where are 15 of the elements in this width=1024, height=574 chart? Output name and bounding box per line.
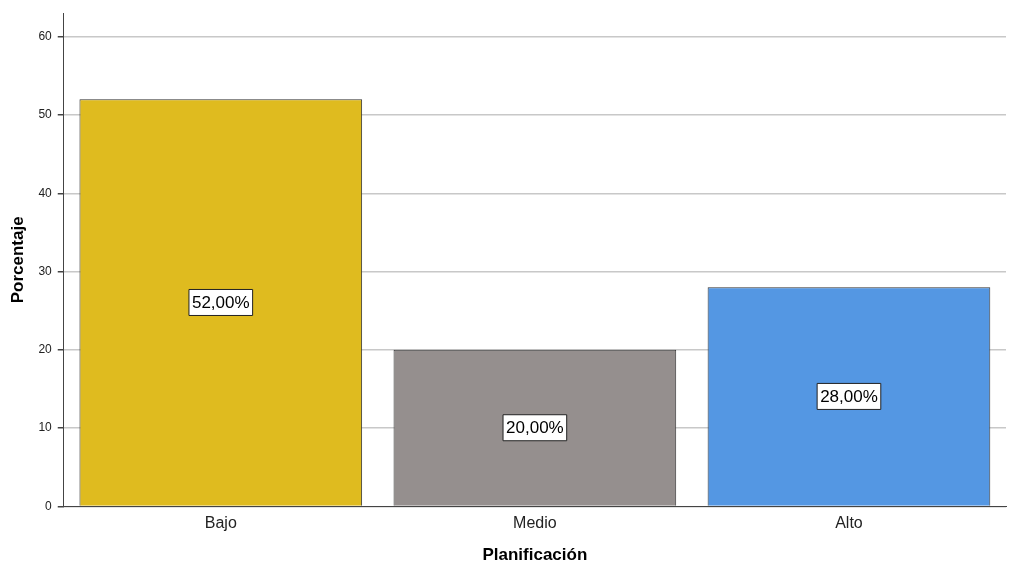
y-tick-label: 50: [38, 107, 53, 122]
y-tick-label: 30: [38, 263, 53, 278]
y-axis-title: Porcentaje: [7, 216, 27, 304]
x-tick-label: Bajo: [204, 514, 237, 532]
data-label: 52,00%: [191, 293, 250, 313]
y-tick-label: 10: [38, 420, 53, 435]
data-label: 20,00%: [506, 418, 564, 438]
x-axis-title: Planificación: [482, 545, 588, 565]
y-tick-label: 20: [38, 342, 53, 357]
y-tick-label: 40: [38, 185, 53, 200]
y-tick-label: 0: [45, 498, 53, 513]
x-tick-label: Alto: [835, 514, 863, 532]
data-label: 28,00%: [820, 387, 878, 407]
x-tick-label: Medio: [513, 514, 557, 532]
y-tick-label: 60: [38, 29, 53, 43]
